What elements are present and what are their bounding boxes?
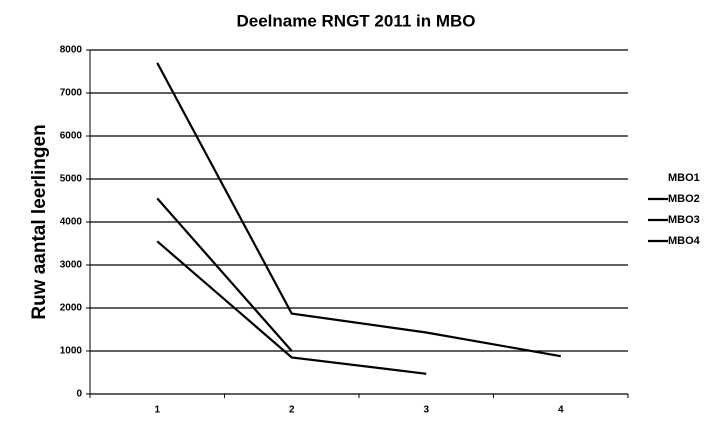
y-tick-label: 1000	[60, 346, 83, 357]
legend-label: MBO4	[668, 235, 701, 247]
data-line	[156, 197, 293, 352]
x-tick-label: 3	[423, 405, 429, 416]
y-tick-label: 0	[76, 389, 82, 400]
y-axis-label: Ruw aantal leerlingen	[29, 124, 50, 319]
y-tick-label: 5000	[60, 174, 83, 185]
x-tick-label: 2	[289, 405, 295, 416]
y-tick-label: 2000	[60, 303, 83, 314]
chart-title: Deelname RNGT 2011 in MBO	[236, 11, 475, 30]
data-line	[156, 62, 561, 358]
y-tick-label: 6000	[60, 131, 83, 142]
legend-label: MBO3	[668, 214, 700, 226]
x-tick-label: 1	[154, 405, 160, 416]
y-tick-label: 3000	[60, 260, 83, 271]
legend-label: MBO2	[668, 193, 700, 205]
legend-label: MBO1	[668, 172, 700, 184]
y-tick-label: 8000	[60, 45, 83, 56]
y-tick-label: 7000	[60, 88, 83, 99]
y-tick-label: 4000	[60, 217, 83, 228]
x-tick-label: 4	[558, 405, 564, 416]
data-line	[156, 240, 427, 375]
